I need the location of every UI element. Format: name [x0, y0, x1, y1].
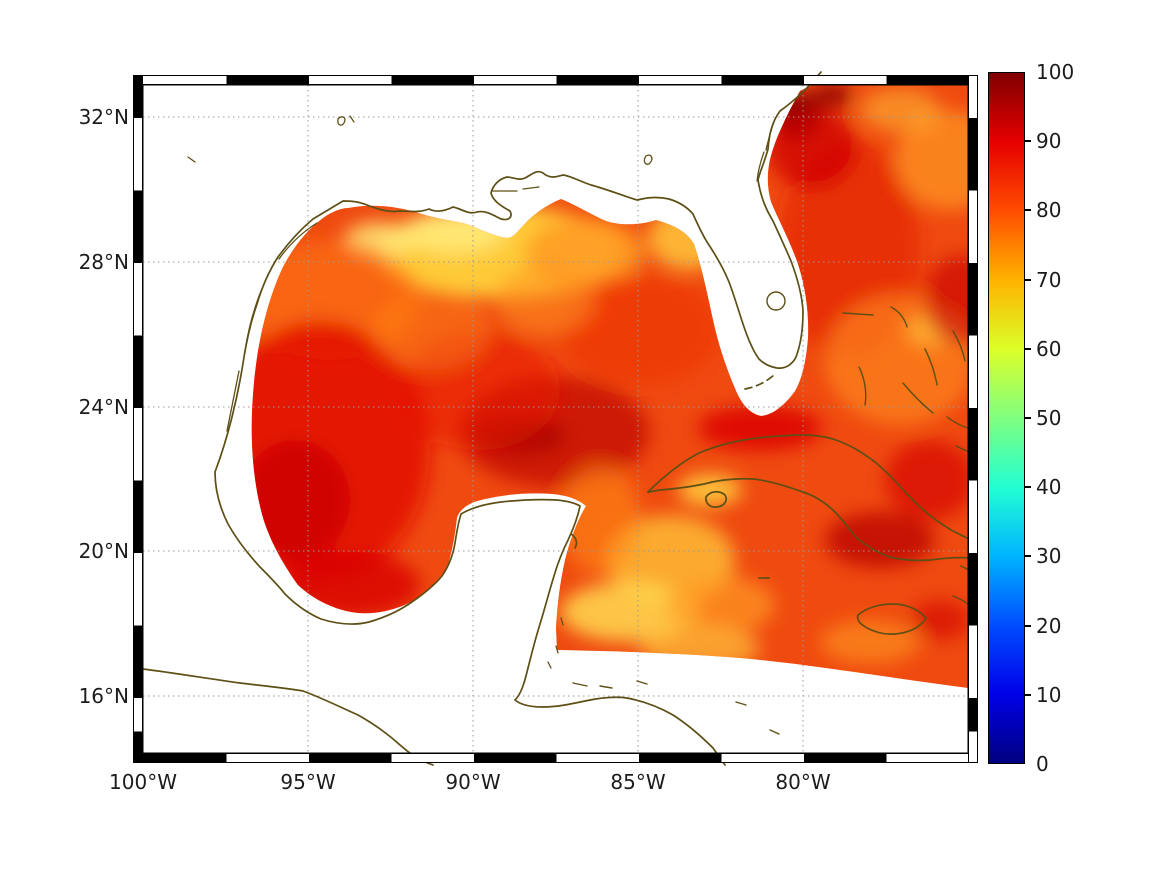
- colorbar-label-50: 50: [1036, 406, 1062, 430]
- lon-tick-label-85w: 85°W: [610, 770, 666, 794]
- lon-tick-label-90w: 90°W: [445, 770, 501, 794]
- georgia-barrier-islands: [756, 121, 775, 182]
- lat-tick-label-24n: 24°N: [78, 395, 129, 419]
- coastline-pacific-mexico: [142, 668, 434, 766]
- small-lakes-and-cays: [187, 115, 653, 669]
- colorbar-label-100: 100: [1036, 60, 1075, 84]
- colorbar-tick-40: [1024, 486, 1031, 488]
- colorbar-label-70: 70: [1036, 268, 1062, 292]
- colorbar-tick-20: [1024, 625, 1031, 627]
- lon-tick-label-80w: 80°W: [775, 770, 831, 794]
- honduras-bay-islands: [572, 680, 780, 735]
- map-frame-top: [133, 75, 978, 85]
- lat-tick-label-20n: 20°N: [78, 539, 129, 563]
- florida-keys: [744, 374, 775, 390]
- colorbar-label-90: 90: [1036, 129, 1062, 153]
- colorbar-tick-70: [1024, 279, 1031, 281]
- map-frame-left: [133, 75, 143, 763]
- map-frame-right: [968, 75, 978, 763]
- colorbar-label-80: 80: [1036, 198, 1062, 222]
- cozumel-island: [570, 533, 578, 549]
- colorbar-tick-50: [1024, 417, 1031, 419]
- coastline-cuba-north: [647, 434, 972, 541]
- colorbar-tick-60: [1024, 348, 1031, 350]
- colorbar-label-20: 20: [1036, 614, 1062, 638]
- coastline-isla-juventud: [705, 491, 727, 508]
- colorbar-gradient: [988, 72, 1025, 764]
- lat-tick-label-32n: 32°N: [78, 105, 129, 129]
- texas-barrier-islands: [226, 222, 318, 432]
- coastline-jamaica: [856, 603, 927, 635]
- colorbar-tick-10: [1024, 694, 1031, 696]
- coastlines: [142, 71, 972, 766]
- colorbar-label-40: 40: [1036, 475, 1062, 499]
- colorbar-tick-80: [1024, 209, 1031, 211]
- coastline-cuba-south: [647, 477, 972, 562]
- colorbar-label-10: 10: [1036, 683, 1062, 707]
- colorbar-label-60: 60: [1036, 337, 1062, 361]
- lat-tick-label-28n: 28°N: [78, 250, 129, 274]
- lon-tick-label-95w: 95°W: [280, 770, 336, 794]
- colorbar-tick-30: [1024, 555, 1031, 557]
- lon-tick-label-100w: 100°W: [109, 770, 177, 794]
- coastline-north-america-gulf: [214, 71, 822, 766]
- lat-tick-label-16n: 16°N: [78, 684, 129, 708]
- colorbar-tick-90: [1024, 140, 1031, 142]
- graticule-gridlines: [143, 85, 968, 753]
- lake-okeechobee: [766, 291, 786, 311]
- colorbar-label-0: 0: [1036, 752, 1049, 776]
- map-frame-bottom: [133, 753, 978, 763]
- mississippi-barrier-islands: [492, 186, 540, 192]
- colorbar-label-30: 30: [1036, 544, 1062, 568]
